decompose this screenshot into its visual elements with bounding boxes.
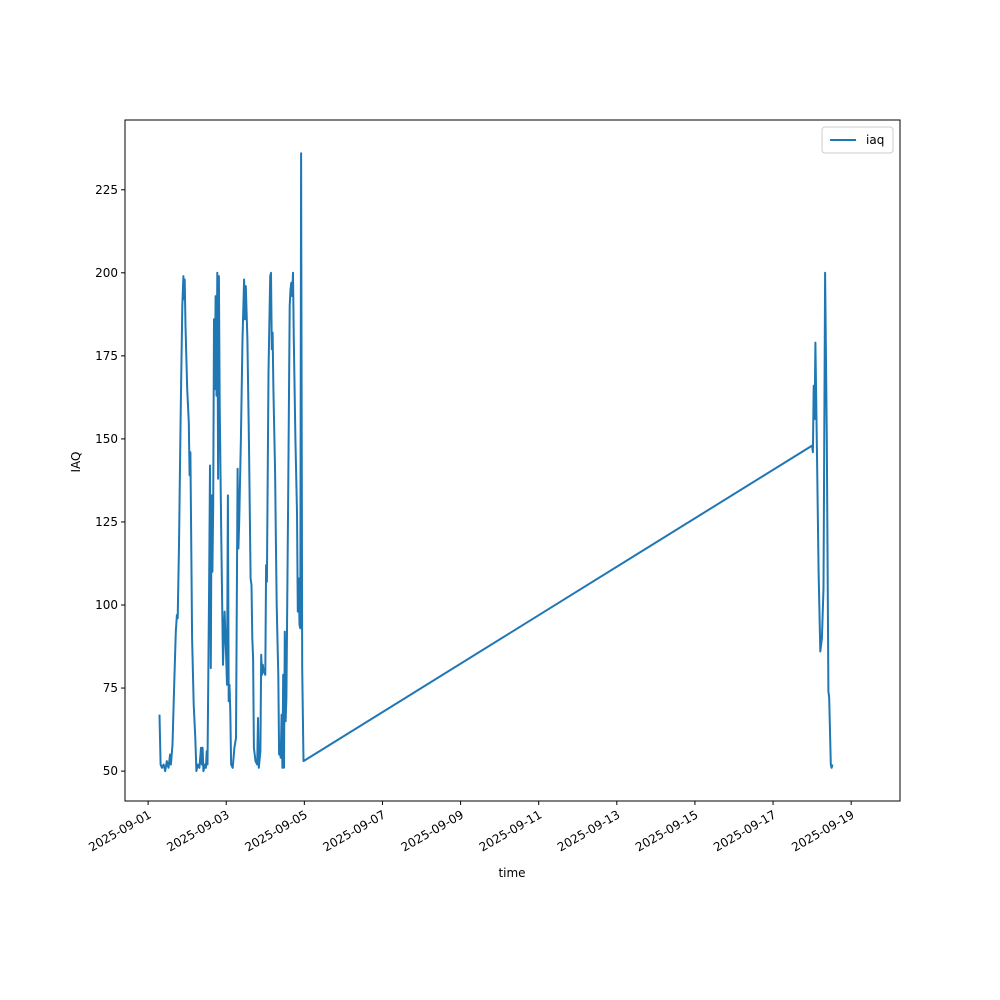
x-tick-label: 2025-09-01	[86, 807, 153, 854]
x-tick-label: 2025-09-17	[711, 807, 778, 854]
series-layer	[158, 152, 834, 773]
y-tick-label: 150	[95, 432, 118, 446]
y-tick-label: 75	[103, 681, 118, 695]
y-tick-label: 100	[95, 598, 118, 612]
x-tick-label: 2025-09-09	[399, 807, 466, 854]
x-tick-label: 2025-09-05	[242, 807, 309, 854]
x-axis-label: time	[498, 866, 525, 880]
series-line-iaq	[158, 152, 834, 773]
y-tick-label: 225	[95, 183, 118, 197]
y-axis: 50 75 100 125 150 175 200 225	[95, 183, 125, 778]
y-axis-label: IAQ	[69, 452, 83, 473]
legend-box	[821, 126, 894, 154]
y-tick-label: 175	[95, 349, 118, 363]
y-tick-label: 200	[95, 266, 118, 280]
x-tick-label: 2025-09-15	[633, 807, 700, 854]
legend: iaq	[821, 126, 894, 154]
x-tick-label: 2025-09-19	[789, 807, 856, 854]
legend-label: iaq	[866, 133, 884, 147]
plot-frame	[124, 119, 901, 802]
x-tick-label: 2025-09-03	[164, 807, 231, 854]
y-tick-label: 125	[95, 515, 118, 529]
x-axis: 2025-09-01 2025-09-03 2025-09-05 2025-09-07…	[86, 801, 857, 854]
y-tick-label: 50	[103, 764, 118, 778]
x-tick-label: 2025-09-11	[477, 807, 544, 854]
x-tick-label: 2025-09-07	[321, 807, 388, 854]
x-tick-label: 2025-09-13	[555, 807, 622, 854]
